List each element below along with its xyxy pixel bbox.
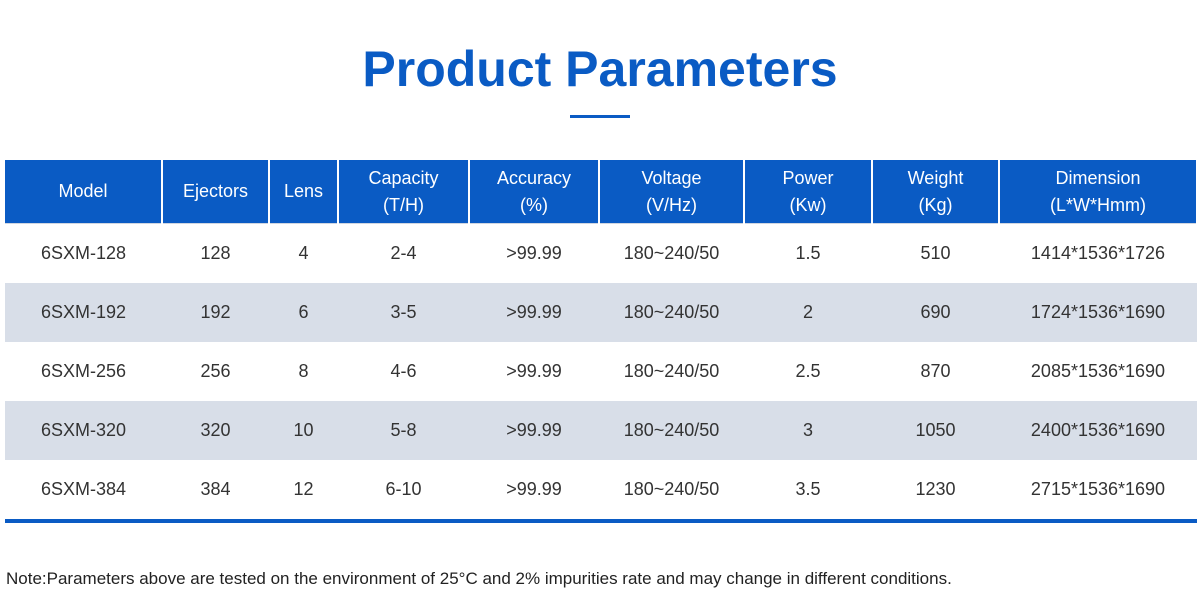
table-row: 6SXM-128 128 4 2-4 >99.99 180~240/50 1.5 510 141… — [5, 223, 1197, 283]
table-row: 6SXM-384 384 12 6-10 >99.99 180~240/50 3.5 1230… — [5, 460, 1197, 519]
column-header: Power (Kw) — [743, 160, 873, 224]
table-cell: 3-5 — [338, 283, 469, 342]
table-cell: 510 — [872, 223, 999, 283]
table-cell: 180~240/50 — [599, 401, 744, 460]
table-cell: 1724*1536*1690 — [999, 283, 1197, 342]
table-cell: >99.99 — [469, 401, 599, 460]
table-cell: >99.99 — [469, 283, 599, 342]
column-header: Accuracy (%) — [468, 160, 600, 224]
table-cell: 180~240/50 — [599, 283, 744, 342]
table-cell: 4 — [269, 223, 338, 283]
column-header: Lens — [268, 160, 339, 224]
table-cell: 180~240/50 — [623, 479, 720, 499]
table-cell: >99.99 — [469, 223, 599, 283]
header-unit: (L*W*Hmm) — [1050, 194, 1146, 215]
table-cell: 12 — [293, 479, 314, 499]
header-unit: (Kg) — [918, 194, 953, 215]
header-unit: (%) — [520, 194, 548, 215]
header-label: Voltage — [641, 167, 702, 188]
table-cell: 2085*1536*1690 — [1030, 361, 1166, 381]
table-cell: 180~240/50 — [623, 361, 720, 381]
table-cell: 1050 — [872, 401, 999, 460]
table-cell: 1414*1536*1726 — [999, 223, 1197, 283]
header-unit: (Kw) — [789, 194, 827, 215]
header-label: Dimension — [1055, 167, 1141, 188]
table-cell: 1230 — [915, 479, 956, 499]
header-unit: (T/H) — [383, 194, 424, 215]
table-bottom-bar — [5, 519, 1197, 523]
header-label: Weight — [907, 167, 964, 188]
header-unit: (V/Hz) — [646, 194, 697, 215]
table-cell: 320 — [162, 401, 269, 460]
table-cell: 2-4 — [338, 223, 469, 283]
header-label: Capacity — [368, 167, 439, 188]
table-cell: 6SXM-128 — [5, 223, 162, 283]
table-cell: 8 — [298, 361, 309, 381]
title-underline — [570, 115, 630, 118]
column-header: Model — [5, 160, 163, 224]
table-cell: 180~240/50 — [599, 223, 744, 283]
header-label: Lens — [283, 181, 324, 201]
table-cell: 1.5 — [744, 223, 872, 283]
parameters-table: Model Ejectors Lens Capacity (T/H) Accuracy (%… — [5, 160, 1198, 519]
header-label: Ejectors — [182, 181, 249, 201]
table-cell: >99.99 — [506, 361, 562, 381]
page-title: Product Parameters — [362, 41, 838, 97]
table-cell: 870 — [920, 361, 951, 381]
header-label: Model — [58, 181, 108, 201]
note-text: Note:Parameters above are tested on the … — [6, 569, 952, 588]
table-cell: 3 — [744, 401, 872, 460]
table-cell: 6 — [269, 283, 338, 342]
table-cell: 6-10 — [385, 479, 422, 499]
table-cell: 6SXM-384 — [40, 479, 127, 499]
table-row: 6SXM-192 192 6 3-5 >99.99 180~240/50 2 690 1724*… — [5, 283, 1197, 342]
table-cell: 6SXM-192 — [5, 283, 162, 342]
table-cell: 6SXM-256 — [40, 361, 127, 381]
table-row: 6SXM-256 256 8 4-6 >99.99 180~240/50 2.5 870 208… — [5, 342, 1197, 401]
table-cell: >99.99 — [506, 479, 562, 499]
table-cell: 3.5 — [795, 479, 821, 499]
table-cell: 5-8 — [338, 401, 469, 460]
column-header: Capacity (T/H) — [337, 160, 470, 224]
column-header: Voltage (V/Hz) — [598, 160, 745, 224]
table-cell: 128 — [162, 223, 269, 283]
table-cell: 6SXM-320 — [5, 401, 162, 460]
table-cell: 384 — [200, 479, 231, 499]
column-header: Dimension (L*W*Hmm) — [998, 160, 1198, 224]
column-header: Weight (Kg) — [871, 160, 1000, 224]
table-cell: 192 — [162, 283, 269, 342]
table-row: 6SXM-320 320 10 5-8 >99.99 180~240/50 3 1050 240… — [5, 401, 1197, 460]
table-cell: 256 — [200, 361, 231, 381]
table-cell: 4-6 — [390, 361, 417, 381]
header-label: Accuracy — [496, 167, 572, 188]
table-cell: 2.5 — [795, 361, 821, 381]
table-cell: 690 — [872, 283, 999, 342]
column-header: Ejectors — [161, 160, 270, 224]
table-cell: 2 — [744, 283, 872, 342]
header-label: Power — [782, 167, 834, 188]
table-cell: 2400*1536*1690 — [999, 401, 1197, 460]
table-header-row: Model Ejectors Lens Capacity (T/H) Accuracy (%… — [5, 160, 1198, 224]
table-cell: 2715*1536*1690 — [1030, 479, 1166, 499]
table-cell: 10 — [269, 401, 338, 460]
